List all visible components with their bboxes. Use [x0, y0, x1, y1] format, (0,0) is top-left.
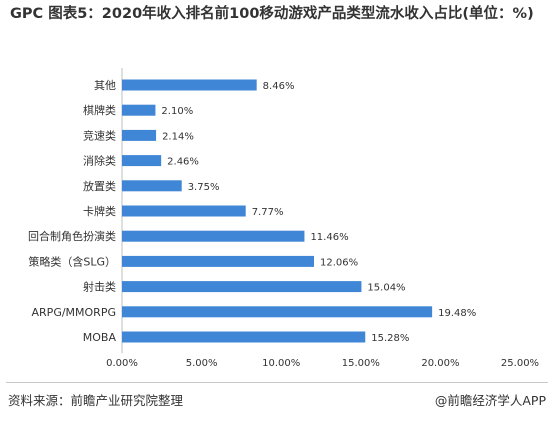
- bar: [122, 205, 246, 217]
- category-label: ARPG/MMORPG: [32, 306, 116, 319]
- bar: [122, 104, 156, 116]
- footer-divider: [6, 382, 548, 383]
- data-label: 2.10%: [161, 106, 193, 117]
- bar: [122, 129, 157, 141]
- x-tick-label: 25.00%: [501, 358, 539, 369]
- data-label: 15.04%: [367, 283, 405, 294]
- x-tick-label: 10.00%: [262, 358, 300, 369]
- bar: [122, 331, 366, 343]
- credit-note: @前瞻经济学人APP: [434, 393, 546, 408]
- bar: [122, 180, 182, 192]
- category-label: 消除类: [83, 154, 116, 168]
- data-label: 2.14%: [162, 131, 194, 142]
- bar: [122, 306, 433, 318]
- x-tick-label: 15.00%: [342, 358, 380, 369]
- category-label: 卡牌类: [83, 204, 116, 218]
- x-tick-label: 0.00%: [106, 358, 138, 369]
- data-label: 8.46%: [263, 81, 295, 92]
- data-label: 11.46%: [310, 232, 348, 243]
- bar: [122, 155, 162, 167]
- data-label: 2.46%: [167, 157, 199, 168]
- x-tick-label: 5.00%: [186, 358, 218, 369]
- data-label: 12.06%: [320, 257, 358, 268]
- category-label: 射击类: [83, 280, 116, 294]
- x-tick-label: 20.00%: [421, 358, 459, 369]
- chart-area: 其他 8.46% 棋牌类 2.10% 竞速类 2.14% 消除类 2.46% 放置类 3.75% 卡…: [0, 48, 554, 380]
- category-label: 其他: [94, 79, 116, 92]
- bar-chart: 其他 8.46% 棋牌类 2.10% 竞速类 2.14% 消除类 2.46% 放置类 3.75% 卡…: [28, 68, 539, 369]
- data-label: 3.75%: [188, 182, 220, 193]
- category-label: 策略类（含SLG）: [28, 254, 116, 268]
- data-label: 19.48%: [438, 308, 476, 319]
- chart-title: GPC 图表5：2020年收入排名前100移动游戏产品类型流水收入占比(单位：%…: [10, 6, 534, 22]
- category-label: 竞速类: [83, 128, 116, 142]
- data-label: 15.28%: [371, 333, 409, 344]
- category-label: 回合制角色扮演类: [28, 229, 116, 243]
- bar: [122, 255, 314, 267]
- category-label: MOBA: [83, 331, 117, 344]
- source-note: 资料来源：前瞻产业研究院整理: [8, 393, 184, 408]
- category-label: 棋牌类: [83, 103, 116, 117]
- bar: [122, 230, 305, 242]
- bar: [122, 79, 257, 91]
- data-label: 7.77%: [252, 207, 284, 218]
- category-label: 放置类: [83, 179, 116, 193]
- bar: [122, 281, 362, 293]
